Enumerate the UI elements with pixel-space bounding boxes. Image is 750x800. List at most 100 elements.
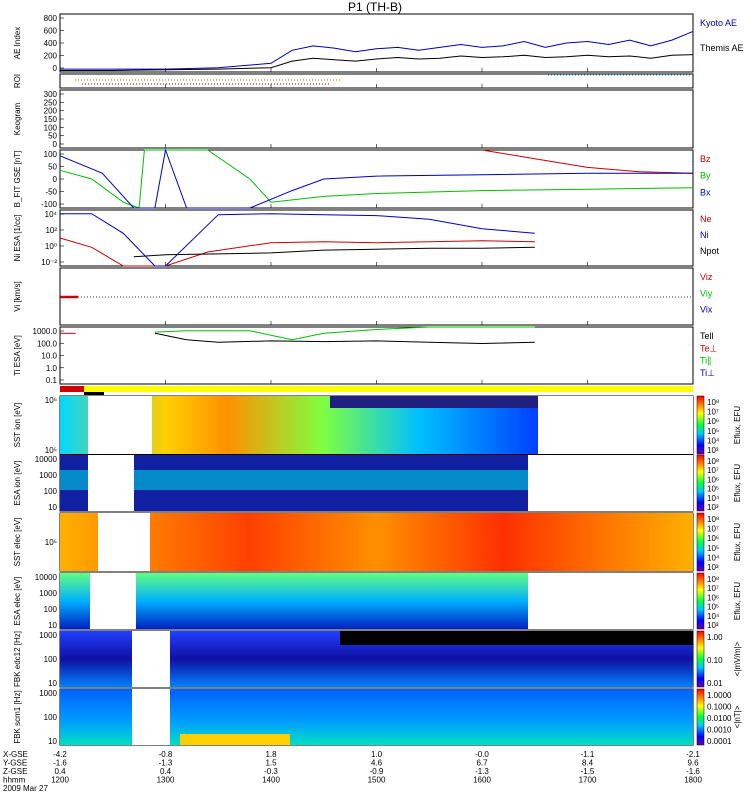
bfield-legend: By — [700, 171, 711, 181]
fbk-b-gap — [132, 689, 170, 745]
sst-ion-top-strip — [330, 396, 538, 408]
density-series-0 — [59, 237, 535, 267]
time-axis-value: -1.5 — [581, 767, 595, 776]
fbk-e-ytick: 100 — [44, 655, 58, 664]
sst-ion-cbar-tick: 10⁶ — [707, 417, 719, 426]
time-axis-value: 8.4 — [582, 759, 594, 768]
time-axis-value: 4.6 — [371, 759, 383, 768]
fbk-b-cbar-tick: 0.0100 — [707, 714, 732, 723]
density-legend: Ni — [700, 230, 709, 240]
esa-ion-cbar-tick: 10⁴ — [707, 494, 720, 503]
time-axis-value: 1800 — [684, 776, 702, 785]
keogram-ytick: 300 — [44, 90, 58, 99]
fbk-b-cbar-label: <|nT|> — [733, 705, 742, 728]
ae-ytick: 600 — [44, 27, 58, 36]
temperature-ytick: 1000.0 — [33, 327, 58, 336]
fbk-e-ytick: 10 — [48, 679, 57, 688]
density-ytick: 10⁻² — [41, 258, 57, 267]
temperature-frame — [59, 326, 694, 385]
esa-elec-ytick: 100 — [44, 605, 58, 614]
density-legend: Npot — [700, 246, 720, 256]
esa-ion-cbar-tick: 10⁸ — [707, 457, 719, 466]
esa-ion-cbar-tick: 10⁵ — [707, 485, 719, 494]
sst-elec-colorbar — [696, 512, 705, 572]
fbk-b-ylabel: FBK scm1 [Hz] — [13, 690, 22, 743]
esa-elec-cbar-tick: 10³ — [707, 621, 719, 630]
fbk-b-cbar-tick: 0.1000 — [707, 703, 732, 712]
time-axis-value: -0.8 — [159, 750, 173, 759]
esa-elec-fill — [60, 573, 528, 629]
velocity-ylabel: Vi [km/s] — [13, 281, 22, 312]
ae-series-1 — [60, 54, 694, 71]
bfield-ylabel: B_FIT GSE [nT] — [13, 151, 22, 208]
density-ylabel: Ni ESA [1/cc] — [13, 215, 22, 262]
ae-ytick: 0 — [53, 64, 58, 73]
fbk-b-ytick: 100 — [44, 713, 58, 722]
time-axis-value: 1.8 — [265, 750, 277, 759]
time-axis-value: 1200 — [51, 776, 69, 785]
fbk-e-colorbar — [696, 630, 705, 688]
ae-series-0 — [60, 30, 694, 70]
bfield-series-0 — [481, 149, 694, 174]
fbk-e-cbar-tick: 0.10 — [707, 656, 723, 665]
sst-elec-ytick: 10⁵ — [45, 538, 57, 547]
time-axis-value: -0.9 — [370, 767, 384, 776]
esa-ion-end — [528, 455, 693, 511]
time-axis-value: -4.2 — [53, 750, 67, 759]
ae-legend: Themis AE — [700, 43, 744, 53]
keogram-ytick: 250 — [44, 98, 58, 107]
velocity-frame — [59, 267, 694, 326]
sst-elec-cbar-tick: 10³ — [707, 563, 719, 572]
time-axis-value: 1300 — [157, 776, 175, 785]
sst-ion-ytick: 10⁵ — [45, 446, 57, 455]
ae-ytick: 800 — [44, 14, 58, 23]
esa-elec-ylabel: ESA elec [eV] — [13, 577, 22, 626]
sst-ion-cbar-tick: 10³ — [707, 446, 719, 455]
velocity-legend: Viy — [700, 288, 713, 298]
temperature-ylabel: Ti ESA [eV] — [13, 335, 22, 376]
fbk-e-cbar-tick: 1.00 — [707, 633, 723, 642]
sst-elec-ylabel: SST elec [eV] — [13, 518, 22, 567]
time-axis-value: -0.0 — [475, 750, 489, 759]
density-ytick: 10⁴ — [45, 210, 58, 219]
sst-ion-cbar-tick: 10⁴ — [707, 436, 720, 445]
time-axis-value: 1.0 — [371, 750, 383, 759]
sst-elec-fill — [60, 513, 693, 571]
esa-elec-cbar-tick: 10⁵ — [707, 603, 719, 612]
esa-elec-cbar-tick: 10⁶ — [707, 593, 719, 602]
fbk-b-ytick: 1000 — [39, 689, 57, 698]
esa-ion-ylabel: ESA ion [eV] — [13, 461, 22, 506]
time-axis-row-label: Z-GSE — [3, 767, 27, 776]
sst-ion-ytick: 10⁶ — [45, 396, 57, 405]
fbk-e-ytick: 1000 — [39, 631, 57, 640]
esa-ion-ytick: 10000 — [35, 455, 58, 464]
density-ytick: 10⁰ — [45, 242, 57, 251]
time-axis-value: -0.3 — [264, 767, 278, 776]
esa-elec-cbar-tick: 10⁷ — [707, 584, 719, 593]
time-axis-value: 1400 — [262, 776, 280, 785]
density-ytick: 10² — [45, 226, 57, 235]
ae-legend: Kyoto AE — [700, 18, 737, 28]
esa-elec-gap — [90, 573, 136, 629]
esa-elec-colorbar — [696, 572, 705, 630]
roi-ylabel: ROI — [13, 74, 22, 88]
time-axis-value: -1.6 — [53, 759, 67, 768]
bfield-ytick: 0 — [53, 175, 58, 184]
ae-ylabel: AE Index — [13, 27, 22, 59]
esa-elec-ytick: 1000 — [39, 589, 57, 598]
time-axis-value: 0.4 — [54, 767, 66, 776]
fbk-b-cbar-tick: 0.0001 — [707, 737, 732, 746]
time-axis-value: 0.4 — [160, 767, 172, 776]
esa-elec-ytick: 10000 — [35, 573, 58, 582]
esa-ion-colorbar — [696, 454, 705, 512]
fbk-e-gap — [132, 631, 170, 687]
esa-ion-cbar-tick: 10⁷ — [707, 466, 719, 475]
keogram-frame — [59, 89, 694, 149]
esa-elec-cbar-tick: 10⁸ — [707, 575, 719, 584]
keogram-ytick: 100 — [44, 123, 58, 132]
temperature-legend: Ti∥ — [700, 356, 712, 366]
time-axis-row-label: hhmm — [3, 776, 26, 785]
sst-ion-colorbar — [696, 395, 705, 455]
esa-elec-cbar-label: Eflux, EFU — [733, 582, 742, 620]
